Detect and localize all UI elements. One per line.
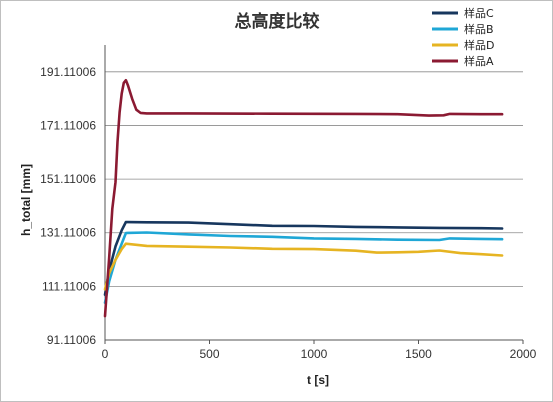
y-tick-label: 111.11006 bbox=[42, 279, 96, 293]
x-tick-label: 500 bbox=[199, 347, 219, 361]
x-tick-label: 0 bbox=[102, 347, 109, 361]
legend-label: 样品B bbox=[464, 22, 494, 36]
x-tick-label: 1500 bbox=[405, 347, 432, 361]
series-line-1 bbox=[103, 231, 504, 305]
legend-label: 样品C bbox=[464, 6, 494, 20]
chart-title: 总高度比较 bbox=[235, 11, 320, 32]
y-tick-label: 171.11006 bbox=[40, 118, 96, 132]
series-line-3 bbox=[103, 78, 504, 318]
y-tick-labels: 91.11006 111.11006 131.11006 151.11006 171.1… bbox=[40, 65, 96, 347]
y-tick-label: 91.11006 bbox=[47, 333, 96, 347]
y-axis-title: h_total [mm] bbox=[19, 164, 33, 236]
x-tick-labels: 0 500 1000 1500 2000 bbox=[102, 340, 537, 361]
y-tick-label: 191.11006 bbox=[40, 65, 96, 79]
axes bbox=[104, 45, 523, 341]
x-tick-label: 2000 bbox=[510, 347, 537, 361]
legend-label: 样品D bbox=[464, 38, 494, 52]
series-line-0 bbox=[103, 220, 504, 297]
series-lines bbox=[103, 78, 504, 318]
series-line-2 bbox=[103, 242, 504, 291]
x-axis-title: t [s] bbox=[307, 373, 329, 387]
x-tick-label: 1000 bbox=[301, 347, 328, 361]
legend-label: 样品A bbox=[464, 54, 494, 68]
legend: 样品C 样品B 样品D 样品A bbox=[432, 6, 494, 68]
y-tick-label: 151.11006 bbox=[40, 172, 96, 186]
y-tick-label: 131.11006 bbox=[40, 226, 96, 240]
